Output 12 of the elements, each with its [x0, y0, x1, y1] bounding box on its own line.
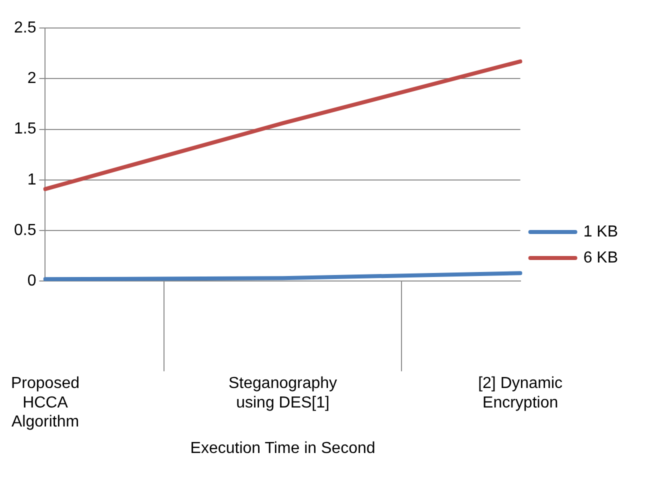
y-tick-label: 0.5: [14, 222, 36, 239]
legend-label: 1 KB: [583, 223, 618, 240]
x-tick-label: Proposed HCCA Algorithm: [10, 375, 80, 431]
x-axis-title: Execution Time in Second: [190, 440, 376, 457]
y-tick-label: 2: [27, 70, 36, 88]
y-tick-label: 2.5: [14, 19, 36, 36]
x-tick-label: [2] Dynamic Encryption: [478, 375, 563, 412]
y-tick-label: 0: [27, 272, 36, 290]
y-tick-label: 1.5: [14, 120, 36, 138]
x-tick-label: Steganography using DES[1]: [228, 375, 338, 412]
legend-label: 6 KB: [583, 249, 618, 266]
y-tick-label: 1: [27, 171, 36, 188]
